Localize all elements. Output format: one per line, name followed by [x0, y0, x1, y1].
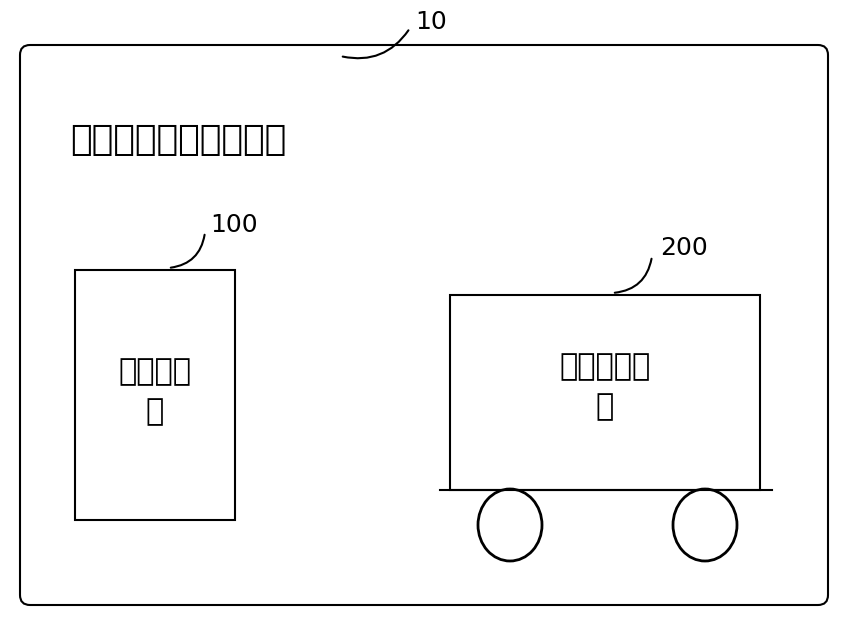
- Text: 10: 10: [415, 10, 447, 34]
- Ellipse shape: [478, 489, 542, 561]
- Text: 车载广播电台播放系统: 车载广播电台播放系统: [70, 123, 287, 157]
- Text: 统: 统: [596, 392, 614, 422]
- Text: 200: 200: [660, 236, 708, 260]
- Text: 100: 100: [210, 213, 258, 237]
- Text: 端: 端: [146, 398, 165, 427]
- Ellipse shape: [673, 489, 737, 561]
- Text: 车载中控系: 车载中控系: [560, 353, 650, 382]
- Bar: [75, 270, 235, 520]
- Text: 移动终端: 移动终端: [119, 358, 192, 387]
- Bar: [450, 295, 760, 490]
